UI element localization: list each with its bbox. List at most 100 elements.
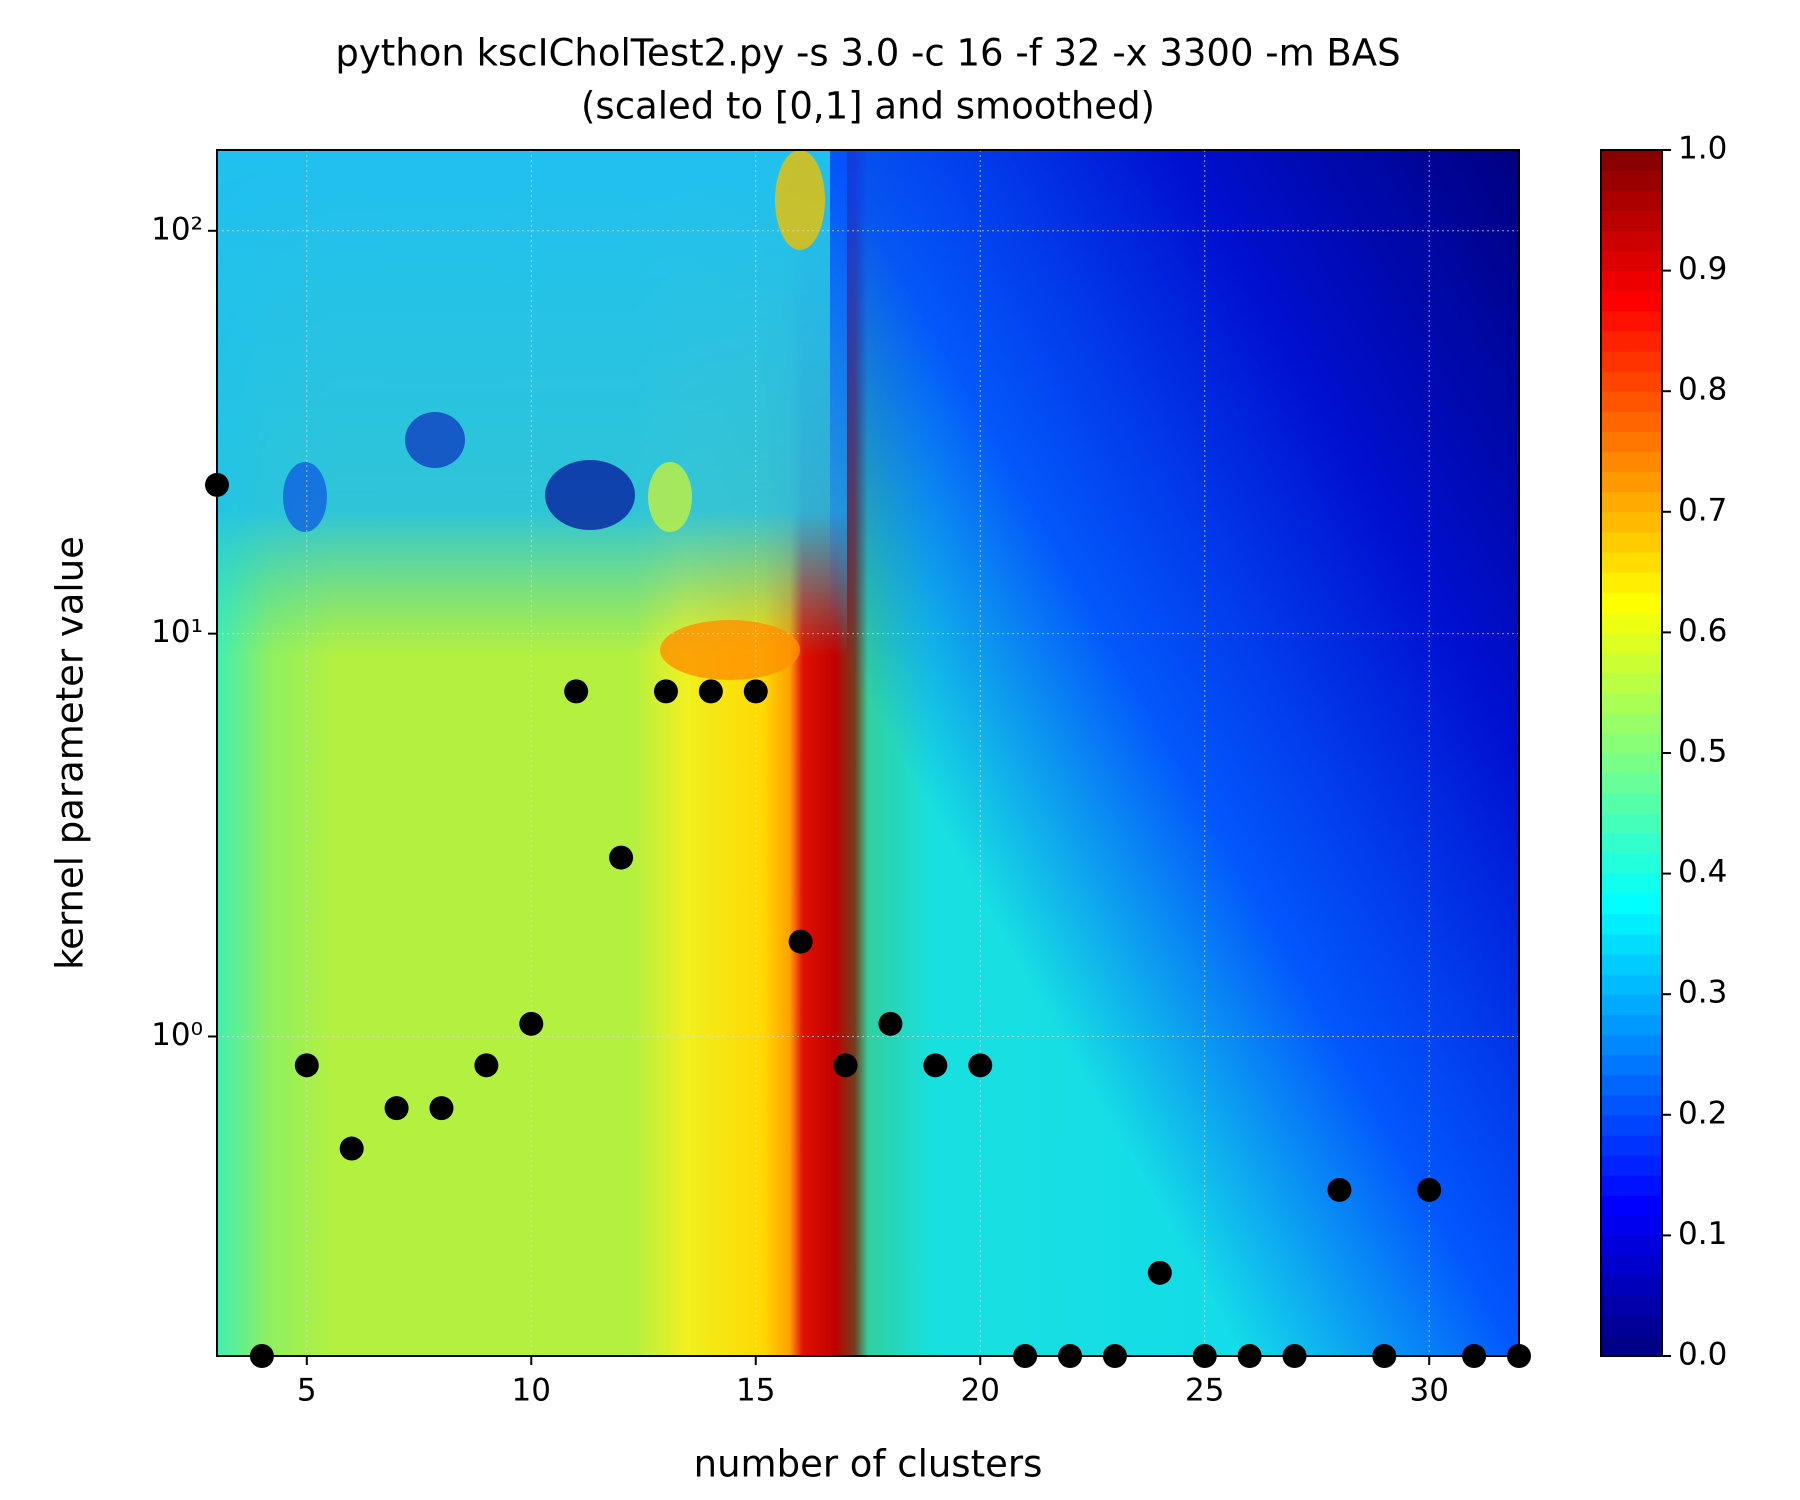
colorbar-segment	[1601, 652, 1662, 674]
scatter-point	[1058, 1344, 1083, 1368]
scatter-point	[743, 679, 768, 704]
colorbar-tick-label: 0.3	[1678, 975, 1727, 1011]
colorbar-segment	[1601, 270, 1662, 292]
colorbar-tick-label: 0.1	[1678, 1216, 1727, 1252]
colorbar-tick-label: 0.5	[1678, 734, 1727, 770]
colorbar-segment	[1601, 552, 1662, 573]
scatter-point	[1417, 1177, 1442, 1202]
scatter-point	[923, 1053, 948, 1078]
scatter-point	[205, 472, 229, 497]
colorbar-segment	[1601, 1094, 1662, 1116]
x-tick-label: 15	[736, 1373, 775, 1409]
colorbar-tick-label: 0.9	[1678, 251, 1727, 287]
colorbar-segment	[1601, 351, 1662, 372]
colorbar-segment	[1601, 712, 1662, 734]
colorbar-segment	[1601, 391, 1662, 412]
scatter-point	[429, 1096, 454, 1121]
colorbar-segment	[1601, 170, 1662, 191]
field-upper-right	[830, 150, 1519, 1356]
colorbar-segment	[1601, 793, 1662, 814]
colorbar-segment	[1601, 290, 1662, 312]
scatter-point	[1147, 1260, 1172, 1285]
colorbar-segment	[1601, 1215, 1662, 1236]
scatter-point	[1192, 1344, 1217, 1368]
colorbar-segment	[1601, 612, 1662, 633]
y-tick-label: 10²	[151, 211, 203, 247]
chart-title: python kscICholTest2.py -s 3.0 -c 16 -f …	[335, 32, 1400, 75]
colorbar-segment	[1601, 411, 1662, 432]
colorbar-segment	[1601, 531, 1662, 553]
scatter-point	[564, 679, 589, 704]
scatter-point	[609, 845, 634, 870]
colorbar-segment	[1601, 1155, 1662, 1176]
scatter-point	[1102, 1344, 1127, 1368]
scatter-point	[474, 1053, 499, 1078]
colorbar-tick-label: 1.0	[1678, 131, 1727, 167]
colorbar-segment	[1601, 1275, 1662, 1297]
colorbar-segment	[1601, 1195, 1662, 1216]
colorbar-segment	[1601, 893, 1662, 915]
field-blob	[545, 460, 635, 530]
scatter-point	[1372, 1344, 1397, 1368]
colorbar-tick-label: 0.7	[1678, 492, 1727, 528]
field-upper-left	[217, 150, 847, 1356]
x-tick-label: 5	[297, 1373, 317, 1409]
colorbar-segment	[1601, 471, 1662, 493]
colorbar-segment	[1601, 1074, 1662, 1096]
colorbar-segment	[1601, 1034, 1662, 1055]
y-axis-label: kernel parameter value	[49, 536, 92, 970]
colorbar-tick-label: 0.6	[1678, 613, 1727, 649]
colorbar-segment	[1601, 310, 1662, 332]
scatter-point	[294, 1053, 319, 1078]
colorbar-segment	[1601, 632, 1662, 653]
colorbar-segment	[1601, 250, 1662, 272]
colorbar-segment	[1601, 1054, 1662, 1076]
colorbar-segment	[1601, 1014, 1662, 1035]
colorbar-segment	[1601, 431, 1662, 452]
scatter-point	[833, 1053, 858, 1078]
colorbar-segment	[1601, 954, 1662, 975]
colorbar-segment	[1601, 732, 1662, 754]
colorbar-tick-label: 0.0	[1678, 1337, 1727, 1373]
x-axis-label: number of clusters	[694, 1443, 1043, 1486]
colorbar-segment	[1601, 491, 1662, 513]
contour-field	[217, 150, 1519, 1356]
colorbar-segment	[1601, 913, 1662, 935]
colorbar-segment	[1601, 994, 1662, 1015]
colorbar-segment	[1601, 672, 1662, 694]
scatter-point	[1327, 1177, 1352, 1202]
colorbar-segment	[1601, 753, 1662, 774]
y-tick-label: 10⁰	[151, 1017, 203, 1053]
x-tick-label: 20	[961, 1373, 1000, 1409]
x-tick-label: 30	[1409, 1373, 1448, 1409]
colorbar-segment	[1601, 813, 1662, 834]
field-blob	[283, 462, 327, 532]
colorbar-tick-label: 0.2	[1678, 1095, 1727, 1131]
scatter-point	[878, 1011, 903, 1036]
field-blob	[775, 150, 825, 250]
colorbar-tick-label: 0.4	[1678, 854, 1727, 890]
scatter-point	[1237, 1344, 1262, 1368]
colorbar-segment	[1601, 451, 1662, 473]
colorbar-segment	[1601, 371, 1662, 392]
scatter-point	[1282, 1344, 1307, 1368]
colorbar-tick-label: 0.8	[1678, 372, 1727, 408]
colorbar-segment	[1601, 330, 1662, 352]
colorbar-segment	[1601, 773, 1662, 794]
scatter-point	[1462, 1344, 1487, 1368]
colorbar-segment	[1601, 1235, 1662, 1256]
colorbar-segment	[1601, 1315, 1662, 1337]
scatter-point	[698, 679, 723, 704]
colorbar-segment	[1601, 150, 1662, 171]
scatter-point	[788, 929, 813, 954]
y-tick-label: 10¹	[151, 614, 203, 650]
colorbar-segment	[1601, 1335, 1662, 1357]
colorbar-segment	[1601, 1114, 1662, 1136]
scatter-point	[1013, 1344, 1038, 1368]
chart-subtitle: (scaled to [0,1] and smoothed)	[581, 85, 1155, 128]
colorbar-segment	[1601, 572, 1662, 593]
field-blob	[660, 620, 800, 680]
scatter-point	[249, 1344, 274, 1368]
colorbar-segment	[1601, 1255, 1662, 1277]
